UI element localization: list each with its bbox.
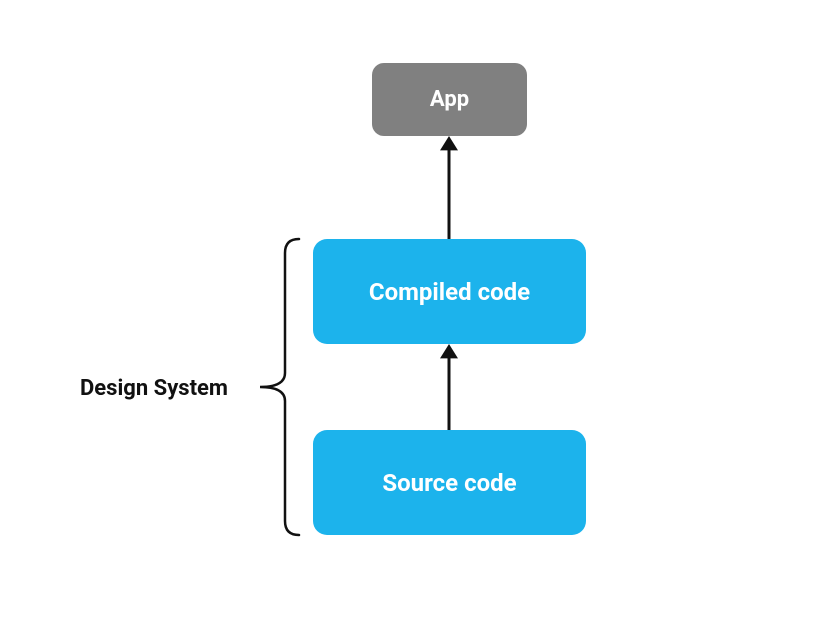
edge-source-to-compiled xyxy=(440,344,458,430)
edge-compiled-to-app xyxy=(440,136,458,239)
node-app-label: App xyxy=(430,87,469,112)
node-source-code-label: Source code xyxy=(382,469,516,497)
node-compiled-code: Compiled code xyxy=(313,239,586,344)
node-source-code: Source code xyxy=(313,430,586,535)
node-app: App xyxy=(372,63,527,136)
brace-design-system xyxy=(260,239,299,535)
brace-label-design-system: Design System xyxy=(80,376,228,401)
node-compiled-code-label: Compiled code xyxy=(369,278,530,306)
